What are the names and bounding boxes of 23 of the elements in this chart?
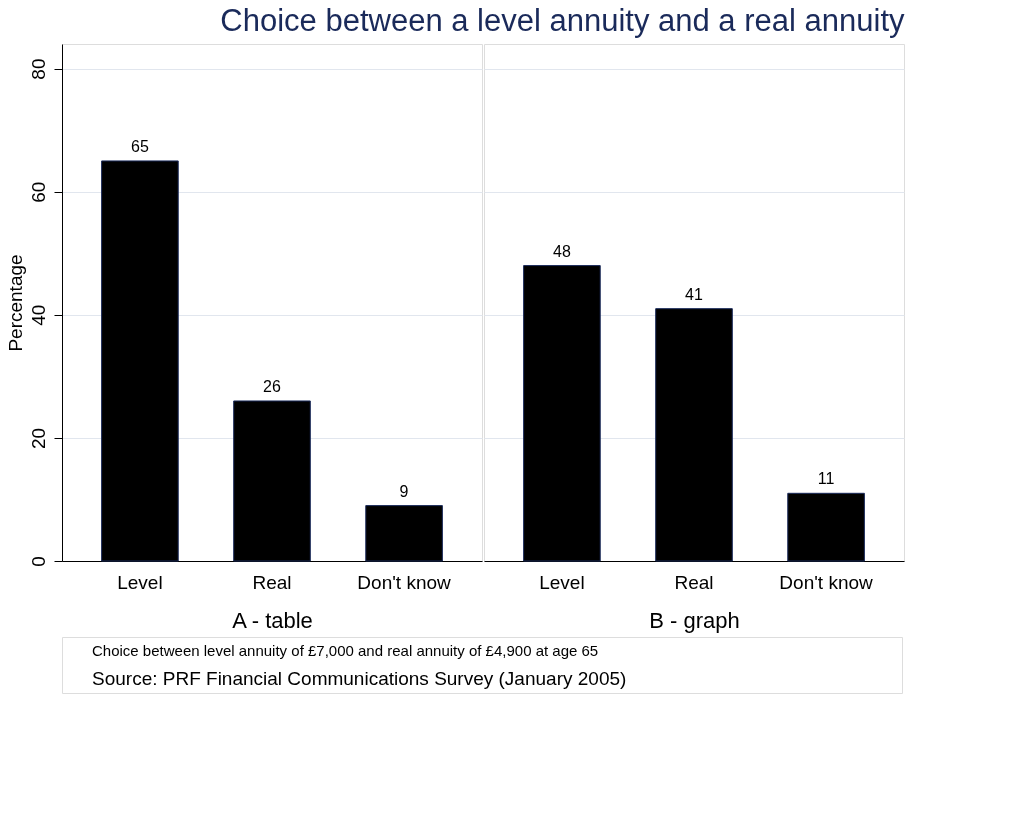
y-axis-title: Percentage	[4, 254, 26, 352]
data-label: 48	[553, 242, 571, 260]
x-tick-label: Real	[252, 571, 292, 593]
text: Choice between a level annuity and a real annuity	[220, 2, 905, 38]
data-label: 26	[263, 377, 281, 395]
x-tick-label: Don't know	[357, 571, 452, 593]
y-tick-label: 20	[27, 427, 49, 449]
text: Choice between level annuity of £7,000 and real annuity of £4,900 at age 65	[92, 642, 599, 659]
x-axis-title: A - table	[232, 607, 313, 633]
data-label: 65	[131, 137, 149, 155]
x-tick-label: Level	[117, 571, 163, 593]
x-axis-title: B - graph	[649, 607, 740, 633]
y-tick-label: 60	[27, 181, 49, 203]
x-tick-label: Level	[539, 571, 585, 593]
data-label: 41	[685, 285, 703, 303]
x-tick-label: Real	[674, 571, 714, 593]
x-tick-label: Don't know	[779, 571, 874, 593]
y-tick-label: 40	[27, 304, 49, 326]
y-tick-label: 80	[27, 58, 49, 80]
data-label: 9	[399, 482, 409, 500]
data-label: 11	[817, 470, 835, 488]
source-note: Source: PRF Financial Communications Survey (January 2005)	[92, 668, 627, 689]
y-tick-label: 0	[27, 556, 49, 567]
